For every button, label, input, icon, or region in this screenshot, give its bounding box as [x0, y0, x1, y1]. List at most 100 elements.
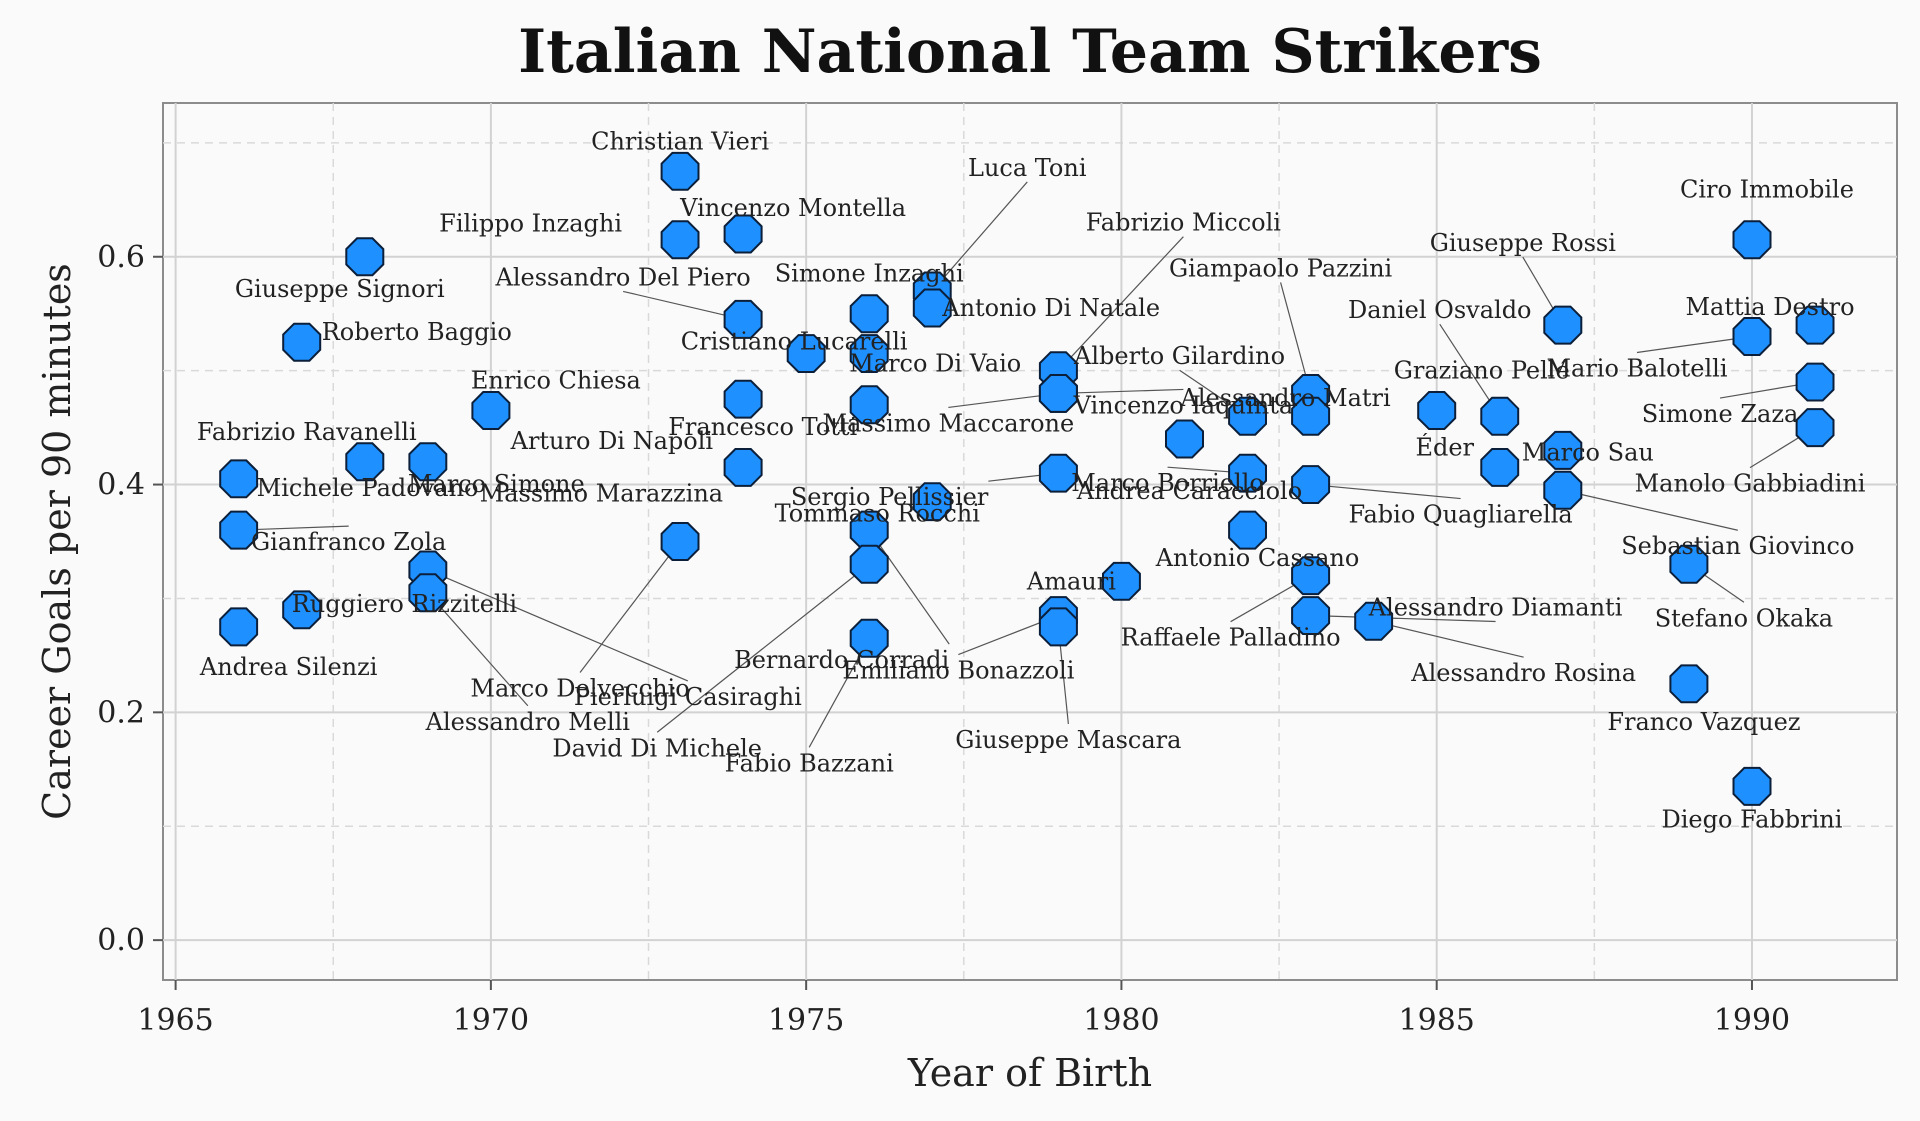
data-point: [1291, 596, 1331, 635]
data-point: [1038, 607, 1078, 647]
point-label: Simone Zaza: [1642, 400, 1799, 428]
point-label: Sebastian Giovinco: [1621, 532, 1854, 560]
point-label: Mattia Destro: [1685, 293, 1854, 321]
point-label: Fabrizio Miccoli: [1086, 209, 1282, 237]
label-leader: [1562, 489, 1738, 531]
data-point: [786, 334, 826, 373]
data-points: [219, 151, 1835, 806]
data-point: [1795, 305, 1835, 345]
axes: 1965 1970 1975 1980 1985 1990 0.0 0.2 0.4 0.6: [97, 240, 1790, 1038]
point-label: Luca Toni: [968, 154, 1087, 182]
point-label: Alessandro Melli: [425, 708, 631, 736]
data-point: [1228, 453, 1267, 493]
point-label: Filippo Inzaghi: [439, 210, 622, 238]
data-point: [660, 522, 700, 561]
data-point: [1354, 601, 1394, 641]
point-label: Alessandro Del Piero: [494, 263, 750, 291]
point-label: Stefano Okaka: [1655, 604, 1833, 632]
data-point: [1417, 391, 1457, 430]
point-label: Roberto Baggio: [322, 318, 512, 346]
point-label: Giuseppe Rossi: [1430, 229, 1617, 257]
data-point: [282, 590, 322, 630]
point-label: Franco Vazquez: [1607, 708, 1800, 736]
data-point: [219, 607, 259, 647]
point-label: Pierluigi Casiraghi: [574, 683, 802, 711]
data-point: [849, 334, 889, 373]
label-leader: [868, 529, 950, 645]
data-point: [1038, 374, 1078, 413]
data-point: [345, 442, 385, 482]
data-point: [723, 214, 763, 254]
y-tick-label: 0.0: [97, 923, 145, 958]
point-label: Michele Padovano: [257, 474, 479, 502]
point-label: Manolo Gabbiadini: [1635, 470, 1866, 498]
y-tick-label: 0.2: [97, 695, 145, 730]
point-label: Gianfranco Zola: [251, 528, 446, 556]
data-point: [1480, 448, 1520, 487]
data-point: [1669, 664, 1709, 704]
data-point: [1480, 396, 1520, 436]
label-leader: [1057, 236, 1184, 372]
label-leader: [1310, 483, 1461, 500]
point-label: Raffaele Palladino: [1121, 624, 1341, 652]
data-point: [1102, 561, 1141, 601]
point-label: Massimo Marazzina: [480, 479, 723, 507]
data-point: [849, 618, 889, 658]
point-label: Alessandro Diamanti: [1368, 594, 1623, 622]
plot-panel: [162, 102, 1898, 981]
x-tick-label: 1985: [1399, 1003, 1475, 1038]
data-point: [849, 294, 889, 334]
data-point: [408, 573, 448, 613]
point-label: Simone Inzaghi: [775, 260, 964, 288]
data-point: [1165, 419, 1204, 459]
point-label: Alessandro Matri: [1179, 384, 1391, 412]
label-leader: [808, 638, 870, 748]
point-label: Graziano Pellé: [1394, 357, 1570, 385]
point-label: Diego Fabbrini: [1662, 805, 1843, 833]
data-point: [1038, 453, 1078, 493]
point-label: Marco Di Vaio: [849, 350, 1021, 378]
point-label: Alberto Gilardino: [1073, 342, 1285, 370]
data-point: [723, 299, 763, 339]
data-point: [1291, 465, 1331, 504]
data-point: [1795, 362, 1835, 402]
point-label: Emiliano Bonazzoli: [842, 657, 1074, 685]
point-label: Marco Simone: [408, 470, 585, 498]
point-label: David Di Michele: [552, 734, 762, 762]
point-label: Éder: [1415, 432, 1474, 461]
label-leader: [931, 181, 1028, 292]
data-point: [471, 391, 511, 430]
point-label: Tommaso Rocchi: [775, 500, 981, 528]
y-tick-label: 0.6: [97, 240, 145, 275]
point-label: Marco Sau: [1522, 438, 1654, 466]
data-point: [1543, 470, 1583, 510]
data-point: [723, 379, 763, 419]
x-tick-label: 1980: [1083, 1003, 1159, 1038]
point-label: Andrea Caracciolo: [1076, 477, 1302, 505]
data-point: [849, 544, 889, 584]
data-point: [912, 288, 952, 328]
point-label: Mario Balotelli: [1546, 354, 1727, 382]
point-label: Andrea Silenzi: [199, 653, 378, 681]
point-label: Marco Delvecchio: [470, 675, 689, 703]
point-label: Bernardo Corradi: [734, 646, 949, 674]
data-point: [723, 448, 763, 487]
point-label: Marco Borriello: [1071, 469, 1264, 497]
data-point: [1732, 220, 1772, 260]
data-point: [1543, 305, 1583, 345]
label-leader: [427, 592, 529, 707]
grid: [162, 102, 1898, 981]
point-label: Antonio Cassano: [1155, 544, 1360, 572]
data-point: [1228, 396, 1267, 436]
x-tick-label: 1990: [1714, 1003, 1790, 1038]
point-label: Giuseppe Signori: [235, 275, 445, 303]
point-label: Ciro Immobile: [1680, 176, 1854, 204]
data-point: [1543, 430, 1583, 470]
data-point: [660, 151, 700, 191]
label-leader: [579, 541, 681, 673]
point-label: Sergio Pellissier: [791, 483, 989, 511]
point-label: Massimo Maccarone: [823, 409, 1075, 437]
point-label: Vincenzo Iaquinta: [1073, 391, 1294, 419]
